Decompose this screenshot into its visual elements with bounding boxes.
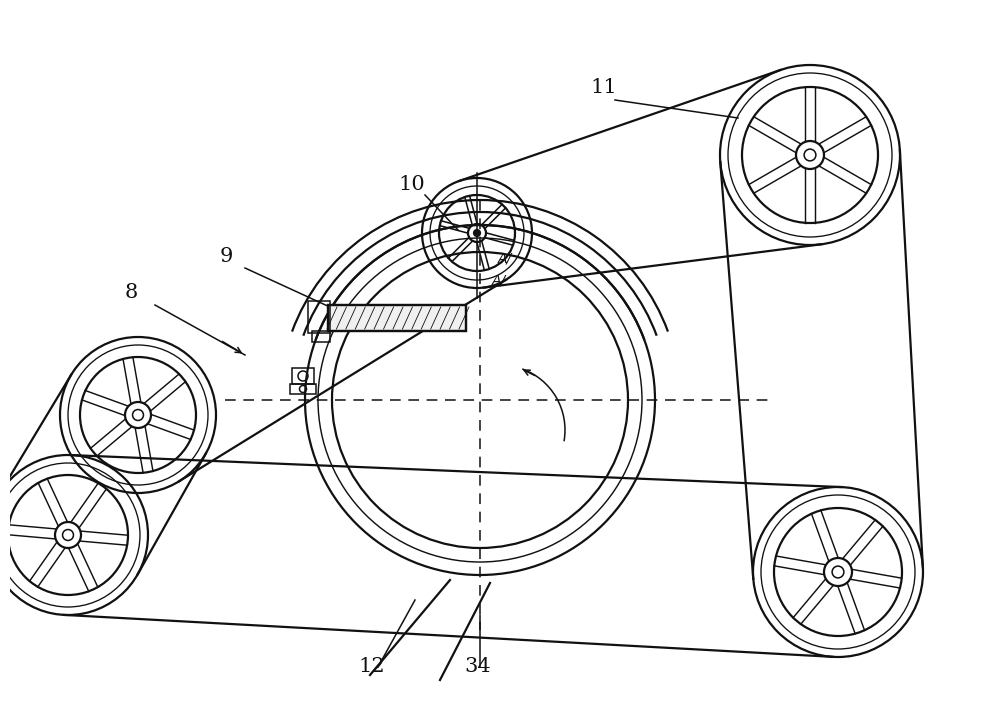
Bar bbox=[292, 368, 314, 384]
Text: 34: 34 bbox=[464, 657, 491, 676]
Text: 9: 9 bbox=[220, 247, 233, 266]
Bar bbox=[290, 384, 316, 394]
Text: A/: A/ bbox=[492, 274, 506, 288]
Bar bbox=[308, 301, 330, 333]
Text: A/: A/ bbox=[498, 252, 512, 266]
Bar bbox=[328, 305, 466, 331]
Text: 8: 8 bbox=[125, 283, 138, 302]
Text: 12: 12 bbox=[358, 657, 385, 676]
Bar bbox=[328, 305, 466, 331]
Circle shape bbox=[474, 230, 480, 237]
Text: 10: 10 bbox=[398, 175, 425, 194]
Text: 11: 11 bbox=[590, 78, 617, 97]
Bar bbox=[312, 331, 330, 342]
